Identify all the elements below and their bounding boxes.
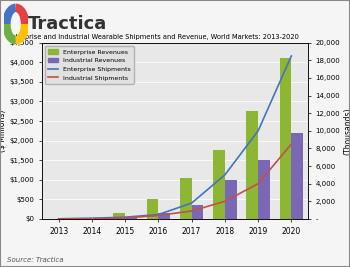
Bar: [280, 58, 291, 219]
Bar: [158, 213, 170, 219]
Bar: [213, 150, 225, 219]
Bar: [246, 111, 258, 219]
Y-axis label: (Thousands): (Thousands): [343, 107, 350, 155]
Text: Source: Tractica: Source: Tractica: [7, 257, 63, 263]
Bar: [225, 180, 237, 219]
Bar: [80, 218, 92, 219]
Text: Enterprise and Industrial Wearable Shipments and Revenue, World Markets: 2013-20: Enterprise and Industrial Wearable Shipm…: [7, 34, 299, 40]
Y-axis label: ($ Millions): ($ Millions): [0, 110, 7, 152]
Bar: [192, 205, 203, 219]
Bar: [113, 213, 125, 219]
Bar: [180, 178, 192, 219]
Legend: Enterprise Revenues, Industrial Revenues, Enterprise Shipments, Industrial Shipm: Enterprise Revenues, Industrial Revenues…: [45, 46, 133, 84]
Bar: [147, 199, 158, 219]
Bar: [92, 218, 104, 219]
Bar: [291, 133, 303, 219]
Text: Tractica: Tractica: [28, 15, 107, 33]
Bar: [125, 217, 137, 219]
Bar: [258, 160, 270, 219]
